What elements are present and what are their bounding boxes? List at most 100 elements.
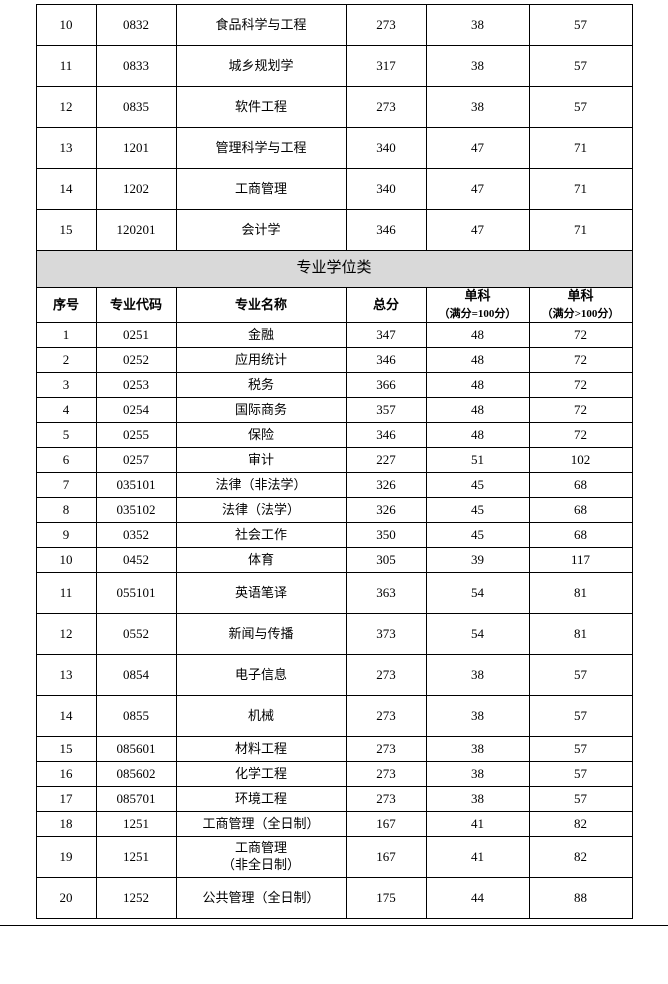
cell-name: 软件工程: [176, 87, 346, 128]
cell-score1: 45: [426, 473, 529, 498]
cell-score2: 72: [529, 398, 632, 423]
table-row: 110833城乡规划学3173857: [36, 46, 632, 87]
cell-index: 12: [36, 87, 96, 128]
cell-name: 城乡规划学: [176, 46, 346, 87]
cell-name: 英语笔译: [176, 573, 346, 614]
cell-score2: 57: [529, 787, 632, 812]
cell-score2: 57: [529, 5, 632, 46]
cell-score2: 81: [529, 614, 632, 655]
cell-total: 350: [346, 523, 426, 548]
table-row: 20252应用统计3464872: [36, 348, 632, 373]
cell-score2: 68: [529, 523, 632, 548]
cell-index: 19: [36, 837, 96, 878]
hdr-name: 专业名称: [176, 288, 346, 323]
table-row: 40254国际商务3574872: [36, 398, 632, 423]
cell-score1: 38: [426, 87, 529, 128]
cell-name: 审计: [176, 448, 346, 473]
table-row: 201252公共管理（全日制）1754488: [36, 878, 632, 919]
cell-score2: 82: [529, 812, 632, 837]
table-row: 11055101英语笔译3635481: [36, 573, 632, 614]
table-row: 17085701环境工程2733857: [36, 787, 632, 812]
cell-code: 0254: [96, 398, 176, 423]
table-row: 60257审计22751102: [36, 448, 632, 473]
section-header-row: 专业学位类: [36, 251, 632, 288]
cell-name: 环境工程: [176, 787, 346, 812]
cell-index: 13: [36, 128, 96, 169]
cell-score2: 71: [529, 210, 632, 251]
cell-score1: 38: [426, 787, 529, 812]
cell-index: 5: [36, 423, 96, 448]
cell-score1: 51: [426, 448, 529, 473]
cell-total: 340: [346, 169, 426, 210]
cell-index: 4: [36, 398, 96, 423]
cell-name: 机械: [176, 696, 346, 737]
cell-score1: 47: [426, 169, 529, 210]
cell-code: 0855: [96, 696, 176, 737]
table-row: 30253税务3664872: [36, 373, 632, 398]
cell-score1: 48: [426, 423, 529, 448]
table-row: 131201管理科学与工程3404771: [36, 128, 632, 169]
section-title: 专业学位类: [36, 251, 632, 288]
cell-code: 0251: [96, 323, 176, 348]
table-row: 181251工商管理（全日制）1674182: [36, 812, 632, 837]
cell-index: 2: [36, 348, 96, 373]
cell-score2: 117: [529, 548, 632, 573]
table-row: 7035101法律（非法学）3264568: [36, 473, 632, 498]
cell-code: 0257: [96, 448, 176, 473]
hdr-index: 序号: [36, 288, 96, 323]
cell-index: 1: [36, 323, 96, 348]
cell-name: 公共管理（全日制）: [176, 878, 346, 919]
cell-score2: 68: [529, 498, 632, 523]
cell-code: 0832: [96, 5, 176, 46]
cell-index: 9: [36, 523, 96, 548]
cell-score2: 72: [529, 373, 632, 398]
cell-total: 227: [346, 448, 426, 473]
cell-score2: 57: [529, 655, 632, 696]
cell-code: 055101: [96, 573, 176, 614]
cell-score1: 38: [426, 762, 529, 787]
cell-name: 食品科学与工程: [176, 5, 346, 46]
cell-code: 0552: [96, 614, 176, 655]
cell-name: 国际商务: [176, 398, 346, 423]
table-row: 141202工商管理3404771: [36, 169, 632, 210]
cell-index: 14: [36, 169, 96, 210]
cell-code: 0833: [96, 46, 176, 87]
cell-total: 363: [346, 573, 426, 614]
table-row: 130854电子信息2733857: [36, 655, 632, 696]
cell-score1: 38: [426, 696, 529, 737]
cell-score1: 48: [426, 398, 529, 423]
cell-index: 12: [36, 614, 96, 655]
cell-total: 273: [346, 762, 426, 787]
table-row: 15085601材料工程2733857: [36, 737, 632, 762]
cell-name: 社会工作: [176, 523, 346, 548]
cell-total: 175: [346, 878, 426, 919]
cell-total: 326: [346, 498, 426, 523]
cell-score2: 68: [529, 473, 632, 498]
cell-index: 7: [36, 473, 96, 498]
cell-total: 273: [346, 737, 426, 762]
cell-score2: 72: [529, 423, 632, 448]
cell-code: 0835: [96, 87, 176, 128]
cell-score1: 45: [426, 523, 529, 548]
cell-total: 357: [346, 398, 426, 423]
cell-total: 305: [346, 548, 426, 573]
cell-code: 1201: [96, 128, 176, 169]
cell-score2: 57: [529, 696, 632, 737]
cell-name: 化学工程: [176, 762, 346, 787]
cell-name: 保险: [176, 423, 346, 448]
cell-score1: 48: [426, 373, 529, 398]
cell-code: 1251: [96, 812, 176, 837]
cell-score2: 72: [529, 323, 632, 348]
cell-total: 273: [346, 655, 426, 696]
cell-score2: 72: [529, 348, 632, 373]
cell-index: 15: [36, 737, 96, 762]
cell-index: 3: [36, 373, 96, 398]
cell-code: 085602: [96, 762, 176, 787]
cell-code: 1251: [96, 837, 176, 878]
cell-index: 13: [36, 655, 96, 696]
cell-total: 346: [346, 210, 426, 251]
table-row: 90352社会工作3504568: [36, 523, 632, 548]
cell-code: 120201: [96, 210, 176, 251]
cell-score1: 47: [426, 210, 529, 251]
cell-code: 1252: [96, 878, 176, 919]
